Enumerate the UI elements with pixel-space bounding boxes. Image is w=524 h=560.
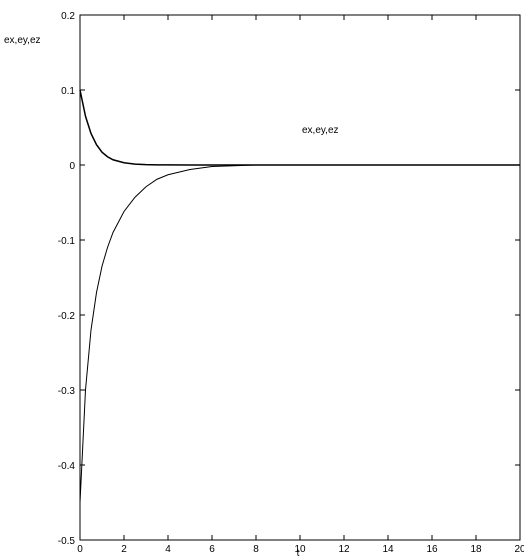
y-tick-label: 0 (69, 161, 75, 172)
x-tick-label: 6 (209, 544, 215, 555)
curve-annotation: ex,ey,ez (302, 125, 339, 136)
y-tick-label: 0.1 (61, 86, 75, 97)
series-line-1 (79, 89, 520, 166)
y-tick-label: -0.3 (58, 386, 76, 397)
y-tick-label: 0.2 (61, 11, 75, 22)
y-tick-label: -0.5 (58, 536, 76, 547)
y-tick-label: -0.4 (58, 461, 76, 472)
x-tick-label: 20 (514, 544, 524, 555)
x-tick-label: 10 (294, 544, 306, 555)
x-tick-label: 4 (165, 544, 171, 555)
series-line-2 (79, 164, 520, 503)
y-axis-label: ex,ey,ez (4, 35, 41, 46)
plot-frame (79, 14, 521, 541)
y-tick-label: -0.2 (58, 311, 76, 322)
x-axis-label: t (297, 548, 300, 559)
series-lines (79, 89, 520, 503)
x-tick-label: 16 (426, 544, 438, 555)
x-tick-label: 12 (338, 544, 350, 555)
y-tick-label: -0.1 (58, 236, 76, 247)
x-tick-label: 14 (382, 544, 394, 555)
tick-marks (79, 14, 521, 541)
tick-labels: 0 2 4 6 8 10 12 14 16 18 20 -0.5 -0.4 -0.3 -0.2 -0.1 0 0.… (58, 11, 524, 555)
x-tick-label: 8 (253, 544, 259, 555)
x-tick-label: 2 (121, 544, 127, 555)
x-tick-label: 18 (470, 544, 482, 555)
x-tick-label: 0 (77, 544, 83, 555)
